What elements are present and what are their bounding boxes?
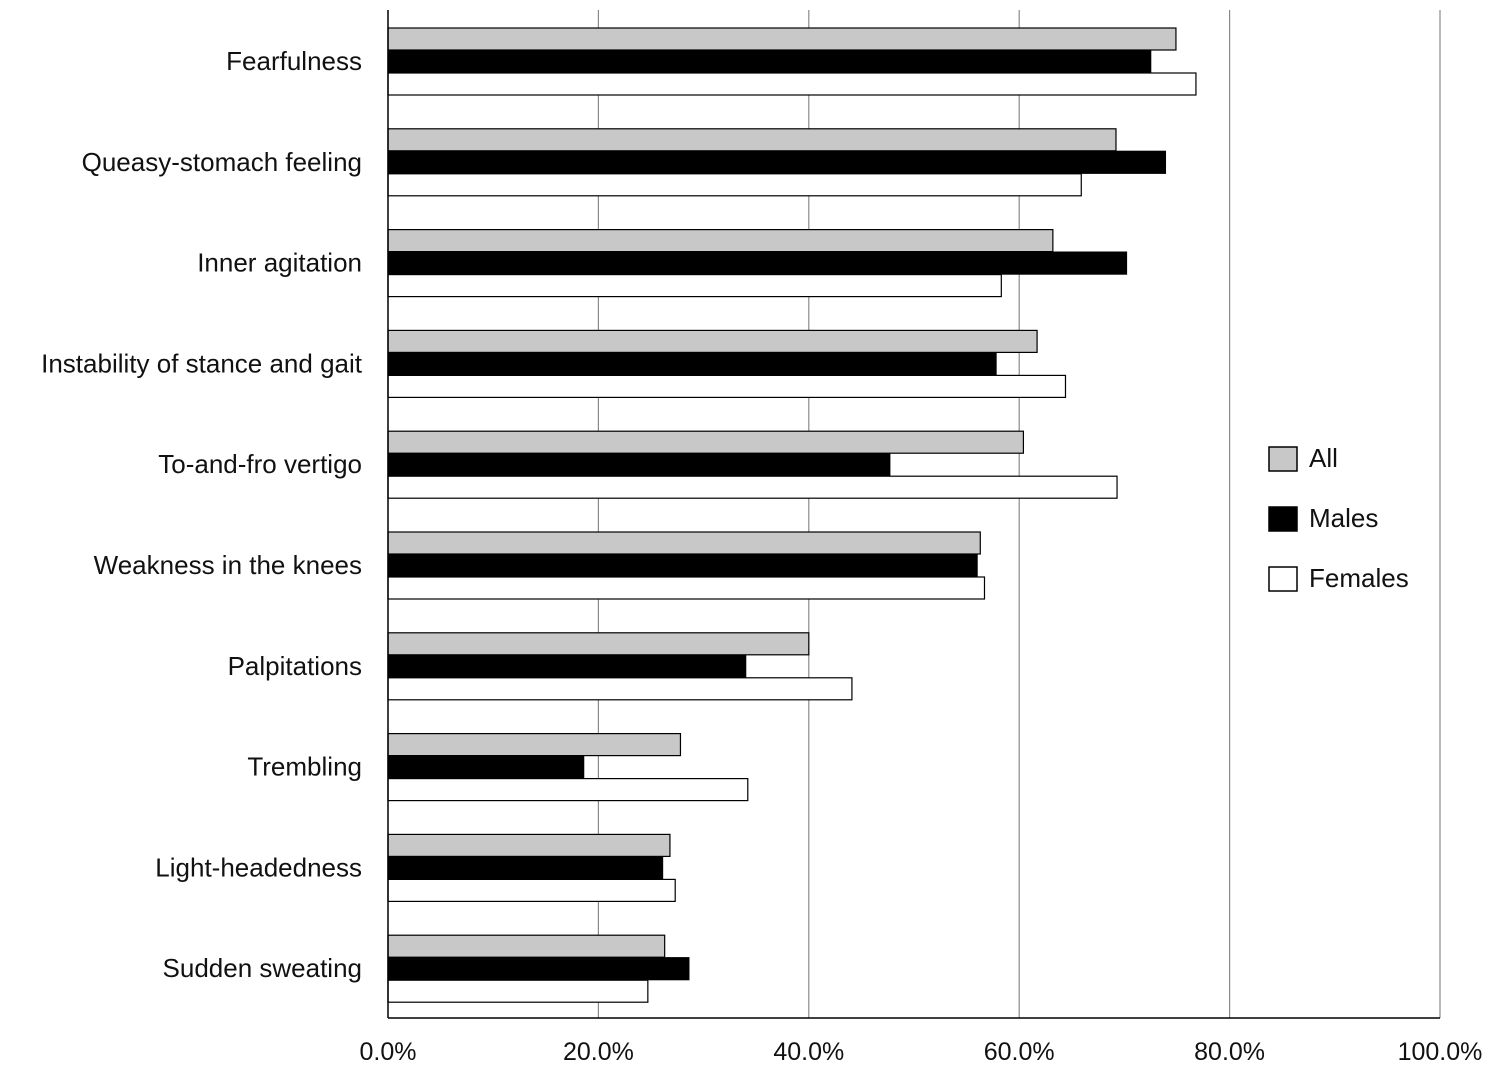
bar-males-2	[387, 251, 1128, 275]
category-labels: Fearfulness Queasy-stomach feeling Inner a…	[41, 46, 363, 983]
bar-males-5	[387, 553, 978, 578]
category-label: Trembling	[247, 752, 362, 782]
bar-males-6	[387, 654, 747, 678]
legend-label-all: All	[1309, 443, 1338, 473]
bar-males-7	[387, 755, 585, 779]
bar-males-4	[387, 453, 891, 477]
bar-all-0	[387, 27, 1177, 51]
x-tick-label: 0.0%	[360, 1038, 417, 1066]
bar-females-6	[387, 677, 853, 701]
bar-all-7	[387, 732, 682, 757]
bar-all-9	[387, 934, 666, 958]
legend-swatch-all	[1268, 446, 1298, 472]
x-tick-label: 80.0%	[1194, 1038, 1265, 1066]
bar-all-8	[387, 833, 671, 858]
category-label: Inner agitation	[197, 248, 362, 278]
bar-females-2	[387, 274, 1002, 298]
legend-label-males: Males	[1309, 503, 1378, 533]
bar-females-0	[387, 72, 1197, 96]
category-label: Palpitations	[228, 651, 362, 681]
x-tick-label: 60.0%	[984, 1038, 1055, 1066]
category-label: Instability of stance and gait	[41, 348, 363, 378]
bar-females-1	[387, 173, 1082, 197]
legend-swatch-females	[1268, 566, 1298, 592]
axes	[387, 10, 1440, 1019]
category-label: Weakness in the knees	[94, 550, 362, 580]
x-tick-label: 100.0%	[1398, 1038, 1483, 1066]
category-label: Sudden sweating	[163, 953, 362, 983]
bar-all-5	[387, 531, 981, 555]
bar-females-9	[387, 979, 649, 1003]
bar-males-8	[387, 856, 664, 880]
legend-label-females: Females	[1309, 563, 1409, 593]
category-label: Fearfulness	[226, 46, 362, 76]
x-tick-label: 40.0%	[773, 1038, 844, 1066]
bar-females-5	[387, 576, 986, 600]
bar-males-1	[387, 150, 1167, 174]
category-label: Queasy-stomach feeling	[82, 147, 362, 177]
bar-all-3	[387, 329, 1038, 353]
bar-males-9	[387, 957, 690, 981]
bar-all-1	[387, 128, 1117, 152]
bar-females-7	[387, 777, 749, 802]
bar-all-6	[387, 632, 810, 656]
category-label: To-and-fro vertigo	[158, 449, 362, 479]
tick-labels: 0.0% 20.0% 40.0% 60.0% 80.0% 100.0%	[360, 1038, 1483, 1066]
bars	[387, 27, 1197, 1003]
bar-males-0	[387, 49, 1152, 74]
bar-all-2	[387, 229, 1054, 253]
bar-males-3	[387, 352, 997, 376]
category-label: Light-headedness	[155, 852, 362, 882]
legend-swatch-males	[1268, 506, 1298, 532]
x-tick-label: 20.0%	[563, 1038, 634, 1066]
legend: All Males Females	[1268, 443, 1409, 593]
bar-females-4	[387, 475, 1118, 499]
bar-females-8	[387, 878, 676, 903]
bar-all-4	[387, 430, 1025, 454]
bar-females-3	[387, 374, 1067, 398]
